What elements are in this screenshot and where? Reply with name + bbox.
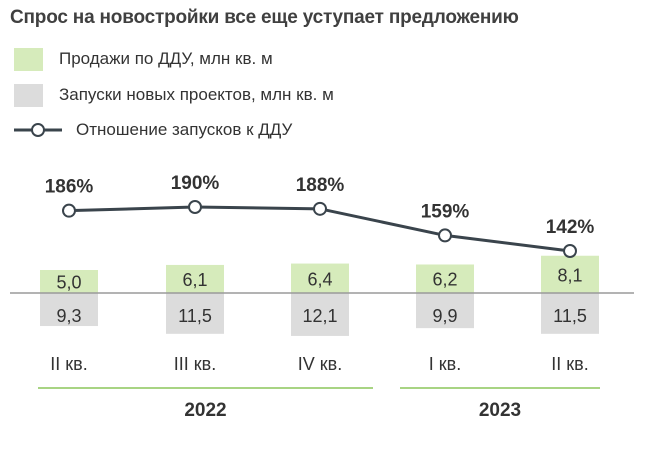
bar-launches bbox=[416, 293, 474, 329]
legend-swatch-sales bbox=[14, 47, 43, 71]
legend-item-ratio: Отношение запусков к ДДУ bbox=[14, 117, 292, 143]
chart-title: Спрос на новостройки все еще уступает пр… bbox=[10, 7, 519, 28]
x-tick-label: IV кв. bbox=[298, 354, 342, 374]
ratio-marker bbox=[313, 201, 327, 216]
ratio-marker bbox=[62, 203, 76, 218]
legend-line-ratio bbox=[14, 120, 62, 140]
x-tick-label: II кв. bbox=[50, 354, 87, 374]
legend-item-launches: Запуски новых проектов, млн кв. м bbox=[14, 82, 334, 108]
bar-sales bbox=[416, 264, 474, 293]
bar-label-launches: 9,9 bbox=[432, 306, 457, 326]
x-tick-label: III кв. bbox=[174, 354, 216, 374]
ratio-label: 159% bbox=[421, 201, 470, 222]
ratio-marker bbox=[438, 228, 452, 243]
legend-swatch-launches bbox=[14, 83, 43, 107]
bar-sales bbox=[40, 270, 98, 293]
ratio-label: 186% bbox=[45, 177, 94, 198]
bar-sales bbox=[291, 263, 349, 293]
legend-label-sales: Продажи по ДДУ, млн кв. м bbox=[59, 49, 273, 68]
ratio-label: 190% bbox=[171, 173, 220, 194]
bar-label-sales: 8,1 bbox=[557, 265, 582, 285]
ratio-marker bbox=[563, 244, 577, 258]
bar-label-launches: 11,5 bbox=[178, 306, 212, 326]
bar-launches bbox=[166, 293, 224, 334]
bar-label-launches: 11,5 bbox=[553, 306, 587, 326]
bar-label-sales: 6,2 bbox=[432, 270, 457, 290]
ratio-label: 188% bbox=[296, 175, 345, 196]
x-tick-label: I кв. bbox=[429, 354, 461, 374]
bar-sales bbox=[541, 255, 599, 293]
legend-item-sales: Продажи по ДДУ, млн кв. м bbox=[14, 46, 273, 72]
ratio-label: 142% bbox=[546, 217, 595, 238]
year-group-label: 2023 bbox=[479, 400, 521, 421]
year-group-label: 2022 bbox=[184, 400, 226, 421]
legend-label-launches: Запуски новых проектов, млн кв. м bbox=[59, 85, 334, 104]
bar-launches bbox=[291, 293, 349, 336]
bar-launches bbox=[40, 293, 98, 327]
legend-label-ratio: Отношение запусков к ДДУ bbox=[76, 120, 293, 139]
ratio-marker bbox=[188, 200, 202, 214]
bar-label-sales: 6,1 bbox=[182, 270, 207, 290]
bar-label-sales: 5,0 bbox=[56, 273, 81, 293]
bar-label-launches: 9,3 bbox=[56, 306, 81, 326]
bar-launches bbox=[541, 293, 599, 334]
bar-sales bbox=[166, 264, 224, 293]
bar-label-sales: 6,4 bbox=[307, 269, 332, 289]
bar-label-launches: 12,1 bbox=[302, 306, 337, 326]
x-tick-label: II кв. bbox=[551, 354, 588, 374]
